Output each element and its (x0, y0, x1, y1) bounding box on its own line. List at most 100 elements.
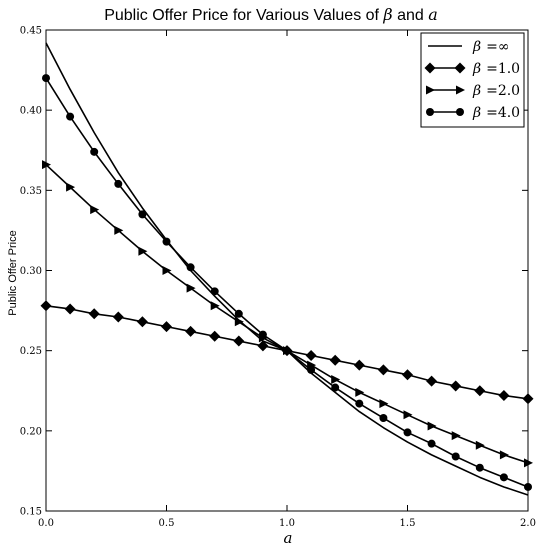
data-point (474, 385, 486, 397)
y-tick-label: 0.30 (20, 266, 42, 277)
y-tick-label: 0.25 (20, 346, 42, 357)
data-point (403, 428, 412, 437)
legend-beta-symbol: β (472, 39, 481, 55)
data-point (499, 450, 509, 460)
legend-marker (424, 62, 436, 74)
legend-value: =1.0 (486, 61, 520, 77)
data-point (114, 225, 124, 235)
legend-value: =4.0 (486, 105, 520, 121)
data-point (402, 369, 413, 381)
y-tick-label: 0.45 (20, 26, 42, 37)
axes-layer: 0.0 0.5 1.0 1.5 2.0 0.15 0.20 0.25 0.30 0.35 0.40 0… (20, 26, 536, 530)
data-point (234, 309, 243, 318)
chart-title: Public Offer Price for Various Values of… (104, 5, 438, 24)
y-tick-label: 0.35 (20, 186, 42, 197)
legend-label: β =∞ (472, 39, 510, 55)
data-point (427, 421, 437, 431)
data-point (210, 287, 219, 296)
data-point (307, 365, 316, 374)
data-point (90, 205, 100, 215)
data-point (499, 473, 508, 482)
series-group (42, 160, 533, 468)
data-point (162, 266, 172, 275)
data-point (138, 246, 148, 256)
data-point (186, 263, 195, 272)
data-point (283, 346, 291, 355)
legend-marker (426, 108, 434, 116)
data-point (450, 380, 462, 392)
title-text-part: Public Offer Price for Various Values of (104, 7, 383, 24)
legend-beta-symbol: β (472, 83, 481, 99)
data-point (64, 303, 76, 315)
legend-marker (426, 85, 435, 95)
legend-item: β =2.0 (426, 83, 520, 99)
y-axis-label: Public Offer Price (7, 230, 19, 315)
x-tick-label: 0.0 (38, 518, 54, 529)
data-point (475, 463, 484, 472)
legend-marker (454, 62, 466, 74)
data-point (403, 410, 413, 420)
legend-beta-symbol: β (472, 61, 481, 77)
data-point (90, 147, 99, 156)
data-point (379, 414, 388, 423)
data-point (112, 311, 124, 323)
data-point (331, 383, 340, 392)
legend-value: =∞ (486, 39, 509, 55)
data-point (331, 375, 341, 385)
legend-value: =2.0 (486, 83, 520, 99)
series-group (40, 300, 534, 405)
data-point (209, 330, 221, 342)
data-point (114, 179, 123, 188)
data-point (451, 452, 460, 461)
x-tick-label: 2.0 (520, 518, 536, 529)
y-tick-label: 0.15 (20, 507, 42, 518)
series-group (42, 74, 532, 491)
legend: β =∞ β =1.0 β =2.0 β =4.0 (420, 32, 525, 128)
data-point (210, 301, 220, 311)
data-point (234, 317, 244, 327)
data-point (379, 399, 389, 409)
title-a-symbol: a (428, 5, 438, 24)
data-point (355, 399, 364, 408)
data-point (233, 335, 245, 347)
data-point (305, 349, 317, 361)
data-point (66, 182, 76, 192)
x-tick-label: 1.5 (400, 518, 416, 529)
data-point (377, 364, 389, 376)
title-text-part: and (393, 7, 429, 24)
legend-item: β =4.0 (426, 105, 520, 121)
series-line (45, 77, 529, 488)
data-point (355, 387, 365, 397)
y-tick-label: 0.40 (20, 106, 42, 117)
series-layer (40, 42, 534, 496)
x-axis-label: a (284, 529, 293, 547)
data-point (162, 237, 171, 246)
data-point (136, 316, 148, 328)
legend-item: β =∞ (428, 39, 510, 55)
data-point (161, 321, 172, 333)
title-beta-symbol: β (382, 5, 392, 24)
legend-marker (456, 108, 464, 116)
legend-item: β =1.0 (424, 61, 520, 77)
x-tick-label: 0.5 (159, 518, 175, 529)
data-point (451, 431, 461, 441)
data-point (329, 354, 341, 366)
data-point (498, 390, 510, 402)
data-point (138, 210, 147, 219)
data-point (257, 340, 269, 352)
legend-marker (456, 85, 465, 95)
legend-label: β =4.0 (472, 105, 520, 121)
data-point (353, 359, 365, 371)
y-tick-label: 0.20 (20, 426, 42, 437)
legend-label: β =2.0 (472, 83, 520, 99)
legend-label: β =1.0 (472, 61, 520, 77)
data-point (427, 439, 436, 448)
legend-beta-symbol: β (472, 105, 481, 121)
data-point (426, 375, 438, 387)
data-point (66, 112, 75, 121)
x-tick-label: 1.0 (279, 518, 295, 529)
data-point (258, 330, 267, 339)
data-point (88, 308, 100, 320)
data-point (185, 325, 197, 337)
